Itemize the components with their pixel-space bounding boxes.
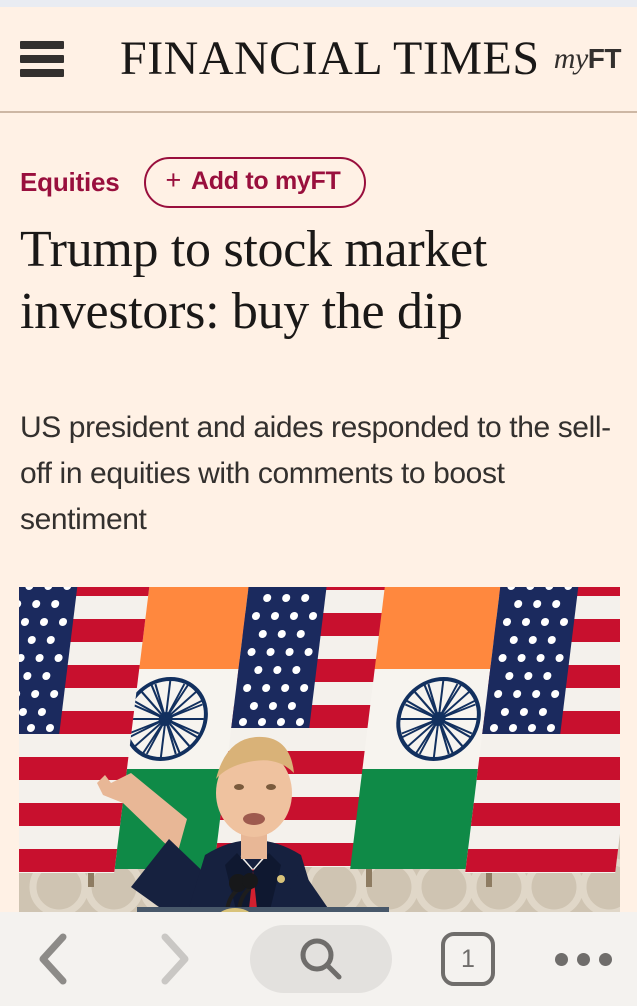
hero-photo-illustration [19, 587, 620, 912]
add-to-myft-label: Add to myFT [191, 167, 341, 195]
more-horizontal-icon[interactable] [547, 934, 619, 984]
article-headline[interactable]: Trump to stock market investors: buy the… [20, 221, 487, 340]
magnifier-glyph [300, 938, 342, 980]
article-standfirst: US president and aides responded to the … [20, 411, 611, 536]
article-container: Equities + Add to myFT Trump to stock ma… [0, 115, 637, 912]
myft-my-text: my [553, 42, 588, 75]
search-icon[interactable] [250, 925, 392, 993]
ft-site-header: FINANCIAL TIMES myFT [0, 7, 637, 113]
status-bar-strip [0, 0, 637, 7]
tab-count-label: 1 [441, 932, 495, 986]
more-dot-3 [598, 952, 612, 966]
hero-photo-image [19, 587, 620, 912]
tab-count-button[interactable]: 1 [440, 931, 496, 987]
hamburger-bar-1 [20, 41, 64, 49]
more-dot-2 [576, 952, 590, 966]
myft-ft-text: FT [587, 43, 622, 74]
chevron-right-icon[interactable] [140, 930, 210, 988]
article-meta-row: Equities + Add to myFT [20, 157, 367, 208]
hamburger-bar-2 [20, 55, 64, 63]
more-dot-1 [554, 952, 568, 966]
chevron-left-icon[interactable] [18, 930, 88, 988]
browser-toolbar: 1 [0, 912, 637, 1006]
add-to-myft-button[interactable]: + Add to myFT [143, 157, 367, 208]
article-hero-photo[interactable] [19, 587, 620, 912]
hamburger-bar-3 [20, 69, 64, 77]
myft-logo[interactable]: myFT [553, 42, 622, 76]
plus-icon: + [165, 165, 182, 195]
forward-arrow-glyph [161, 933, 189, 985]
back-arrow-glyph [39, 933, 67, 985]
hamburger-menu-icon[interactable] [20, 41, 64, 77]
section-tag-equities[interactable]: Equities [20, 167, 120, 197]
ft-masthead-logo[interactable]: FINANCIAL TIMES [120, 32, 540, 85]
